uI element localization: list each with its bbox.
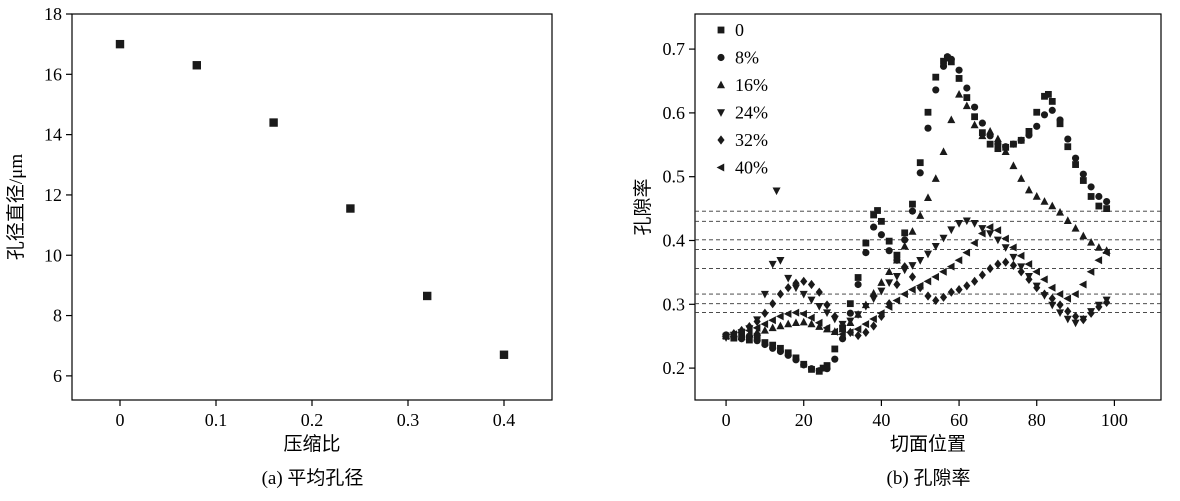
svg-text:0.3: 0.3 <box>397 410 420 430</box>
svg-text:0: 0 <box>722 410 731 430</box>
legend: 0 8% 16% 24% 32% 40% <box>716 20 768 178</box>
y-axis: 0.2 0.3 0.4 0.5 0.6 0.7 <box>663 39 695 378</box>
svg-text:0.3: 0.3 <box>663 294 686 314</box>
svg-text:100: 100 <box>1101 410 1128 430</box>
svg-text:0.4: 0.4 <box>663 230 686 250</box>
svg-text:0.5: 0.5 <box>663 167 686 187</box>
svg-text:0.2: 0.2 <box>663 358 686 378</box>
y-axis-label: 孔隙率 <box>632 178 654 235</box>
chart-b-caption: (b) 孔隙率 <box>886 468 971 489</box>
x-axis: 0 0.1 0.2 0.3 0.4 <box>116 400 516 430</box>
svg-text:0: 0 <box>116 410 125 430</box>
y-axis: 6 8 10 12 14 16 18 <box>44 4 72 386</box>
legend-label: 8% <box>735 48 759 68</box>
svg-text:0.7: 0.7 <box>663 39 686 59</box>
x-axis: 0 20 40 60 80 100 <box>722 400 1128 430</box>
chart-b-plot: 0 20 40 60 80 100 0.2 0.3 0.4 0.5 0.6 0.7 0 8% 16% 24% 3… <box>632 13 1162 455</box>
series-8% <box>722 53 1111 375</box>
svg-text:80: 80 <box>1028 410 1046 430</box>
svg-text:14: 14 <box>44 125 62 145</box>
svg-text:18: 18 <box>44 4 62 24</box>
svg-text:10: 10 <box>44 245 62 265</box>
svg-text:20: 20 <box>795 410 813 430</box>
plot-frame <box>71 13 553 401</box>
legend-label: 24% <box>735 103 768 123</box>
x-axis-label: 压缩比 <box>283 433 340 455</box>
series-40% <box>721 223 1110 341</box>
y-axis-label: 孔径直径/μm <box>5 154 27 260</box>
svg-text:0.1: 0.1 <box>205 410 228 430</box>
svg-text:12: 12 <box>44 185 62 205</box>
svg-text:16: 16 <box>44 64 62 84</box>
svg-text:40: 40 <box>872 410 890 430</box>
series-24% <box>722 187 1111 342</box>
legend-label: 32% <box>735 130 768 150</box>
svg-text:8: 8 <box>53 306 62 326</box>
chart-a-caption: (a) 平均孔径 <box>261 468 364 489</box>
reference-lines <box>695 210 1161 314</box>
plot-frame <box>694 13 1162 401</box>
svg-text:0.6: 0.6 <box>663 103 686 123</box>
svg-text:0.4: 0.4 <box>493 410 516 430</box>
chart-a-block: 0 0.1 0.2 0.3 0.4 6 8 10 12 14 16 18 压缩比 孔径直径/μm (a) … <box>0 0 585 501</box>
legend-label: 16% <box>735 75 768 95</box>
legend-label: 40% <box>735 158 768 178</box>
chart-a-plot: 0 0.1 0.2 0.3 0.4 6 8 10 12 14 16 18 压缩比 孔径直径/μm <box>5 4 553 455</box>
x-axis-label: 切面位置 <box>890 433 966 455</box>
legend-label: 0 <box>735 20 744 40</box>
svg-text:6: 6 <box>53 366 62 386</box>
svg-text:60: 60 <box>950 410 968 430</box>
series-平均孔径 <box>115 39 509 359</box>
svg-text:0.2: 0.2 <box>301 410 324 430</box>
chart-b-block: 0 20 40 60 80 100 0.2 0.3 0.4 0.5 0.6 0.7 0 8% 16% 24% 3… <box>585 0 1180 501</box>
